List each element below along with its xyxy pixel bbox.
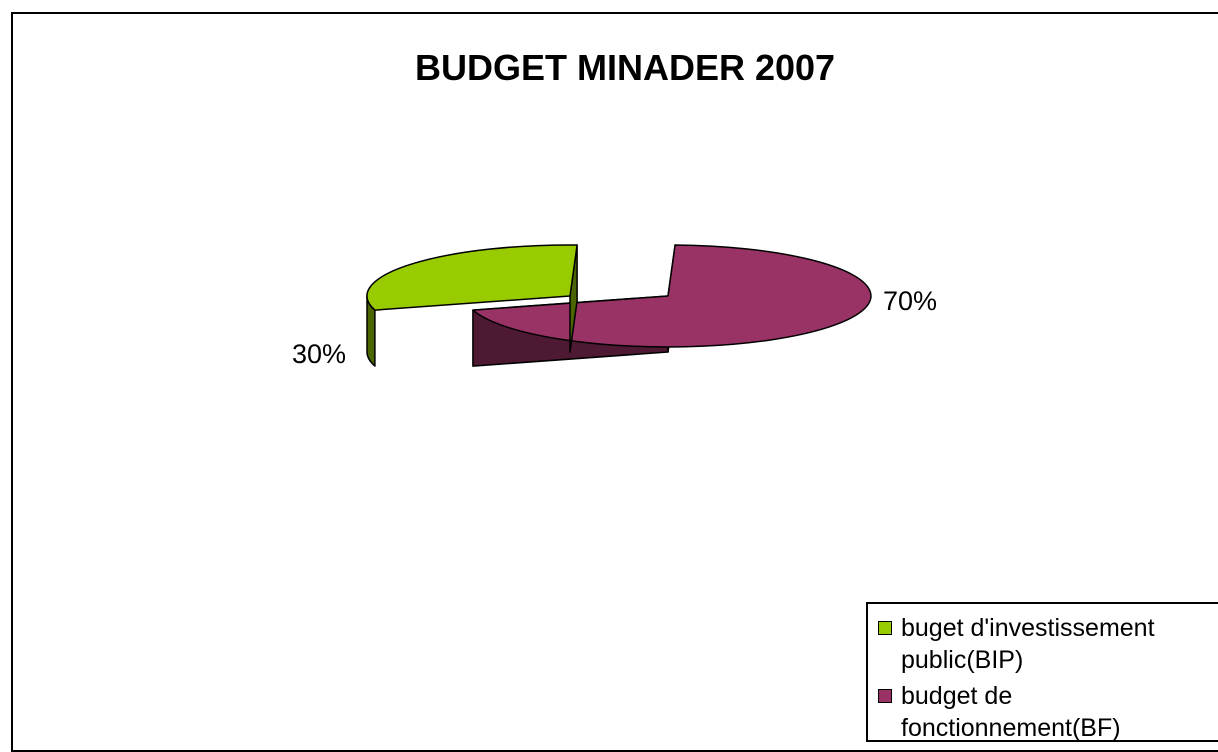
legend-label-bf-line2: fonctionnement(BF) <box>901 714 1121 742</box>
legend-label-bip-line2: public(BIP) <box>901 646 1024 674</box>
legend-label-bip-line1: buget d'investissement <box>901 614 1155 642</box>
chart-title: BUDGET MINADER 2007 <box>414 47 836 88</box>
legend-swatch-bip <box>878 621 892 635</box>
pie-slice-bip <box>366 244 578 311</box>
legend-swatch-bf <box>878 689 892 703</box>
slice-label-bf: 70% <box>883 286 938 316</box>
slice-label-bip: 30% <box>292 339 347 369</box>
legend: buget d'investissement public(BIP) budge… <box>866 602 1218 742</box>
pie-chart <box>366 244 872 367</box>
legend-label-bf-line1: budget de <box>901 682 1013 710</box>
